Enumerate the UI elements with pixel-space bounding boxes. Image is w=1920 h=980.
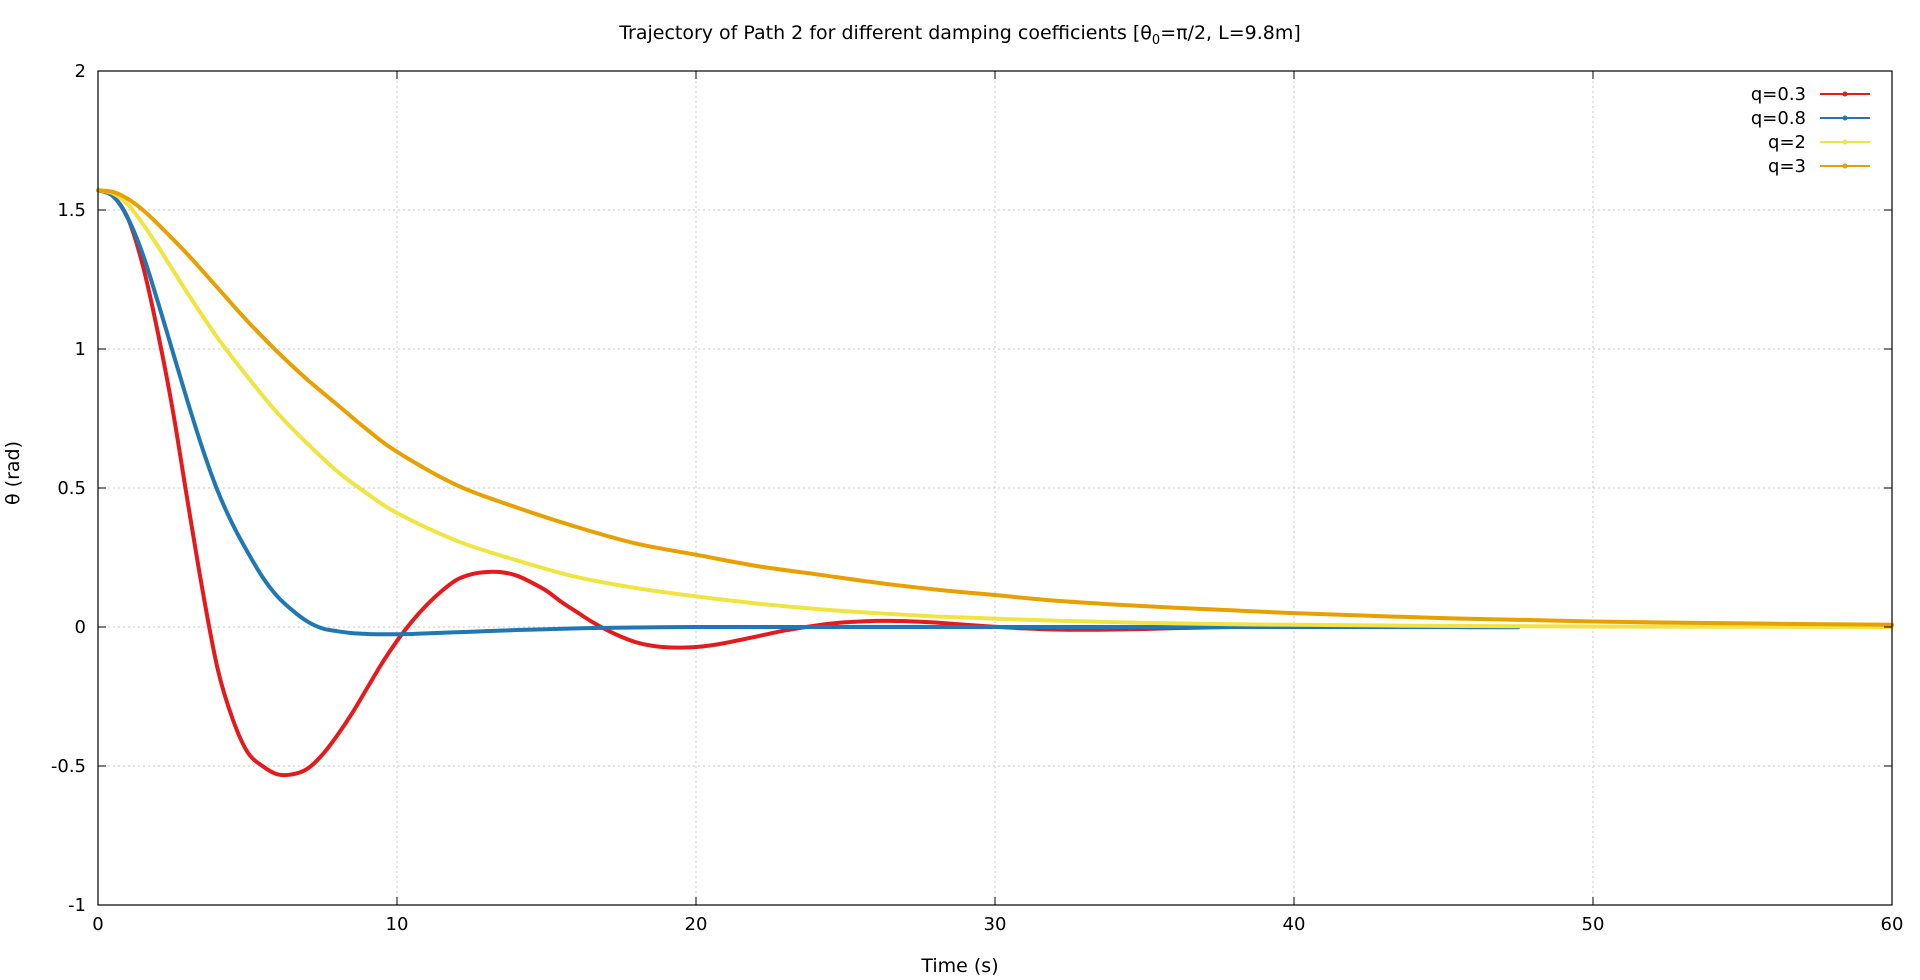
x-tick-label: 0 [92, 914, 103, 935]
series-line-q-0-3 [96, 188, 1521, 778]
series-line-q-3 [96, 188, 1894, 627]
y-axis-label: θ (rad) [2, 440, 24, 505]
legend-label: q=2 [1768, 132, 1806, 153]
chart-title-prefix: Trajectory of Path 2 for different dampi… [619, 22, 1152, 44]
x-tick-label: 40 [1283, 914, 1306, 935]
y-tick-label: -1 [68, 895, 86, 916]
legend-marker [1842, 163, 1848, 169]
y-tick-label: 0.5 [57, 478, 86, 499]
series-layer [96, 188, 1894, 778]
legend: q=0.3 q=0.8 q=2 q=3 [1751, 84, 1870, 177]
x-tick-label: 20 [685, 914, 708, 935]
x-tick-label: 10 [386, 914, 409, 935]
y-tick-label: 0 [75, 617, 86, 638]
legend-label: q=0.3 [1751, 84, 1806, 105]
legend-label: q=3 [1768, 156, 1806, 177]
y-tick-label: 1.5 [57, 200, 86, 221]
series-line-q-2 [96, 188, 1894, 629]
chart-title-suffix: =π/2, L=9.8m] [1160, 22, 1301, 44]
series-line-q-0-8 [96, 188, 1521, 637]
axis-ticks: 0 10 20 30 40 50 60 -1 -0.5 0 0.5 1 1.5 2 [51, 61, 1904, 935]
chart-title-subscript: 0 [1151, 32, 1161, 48]
y-tick-label: 1 [75, 339, 86, 360]
x-tick-label: 30 [984, 914, 1007, 935]
y-tick-label: 2 [75, 61, 86, 82]
chart-title: Trajectory of Path 2 for different dampi… [0, 22, 1920, 48]
legend-label: q=0.8 [1751, 108, 1806, 129]
x-tick-label: 60 [1881, 914, 1904, 935]
grid-lines [98, 71, 1892, 905]
y-tick-label: -0.5 [51, 756, 86, 777]
x-axis-label: Time (s) [921, 955, 999, 977]
legend-marker [1842, 139, 1848, 145]
legend-marker [1842, 115, 1848, 121]
x-tick-label: 50 [1582, 914, 1605, 935]
legend-marker [1842, 91, 1848, 97]
